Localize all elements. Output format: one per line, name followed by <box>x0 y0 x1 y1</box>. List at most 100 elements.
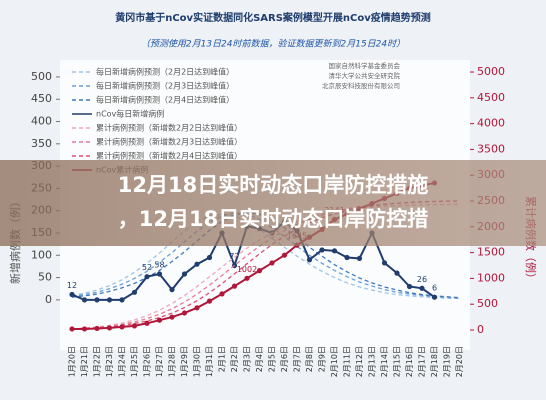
series-line <box>71 200 460 330</box>
overlay-band <box>0 160 546 246</box>
data-point <box>269 260 275 266</box>
data-point <box>69 291 75 298</box>
x-tick-label: 1月20日 <box>68 346 77 377</box>
x-tick-label: 2月6日 <box>280 346 289 372</box>
data-point <box>331 248 338 254</box>
data-point <box>169 314 175 320</box>
data-point <box>194 261 200 267</box>
legend-label: 累计病例预测（新增数2月3日达到峰值） <box>96 137 242 147</box>
y2-tick-label: 4500 <box>477 91 505 104</box>
x-tick-label: 2月9日 <box>318 346 327 372</box>
data-point <box>181 271 188 277</box>
data-point <box>131 289 138 295</box>
data-point <box>394 270 400 276</box>
overlay-line: 12月18日实时动态口岸防控措施 <box>118 173 428 197</box>
data-point <box>181 310 188 316</box>
data-point <box>119 297 125 303</box>
x-tick-label: 2月14日 <box>380 346 389 377</box>
y2-tick-label: 4000 <box>477 117 505 130</box>
data-label: 1002 <box>237 265 257 274</box>
x-tick-label: 1月23日 <box>105 346 114 377</box>
data-point <box>356 255 363 262</box>
legend-label: 每日新增病例预测（2月2日达到峰值） <box>96 67 234 77</box>
x-tick-label: 1月31日 <box>205 346 214 377</box>
y-tick-label: 450 <box>31 92 52 105</box>
data-label: 6 <box>432 284 437 293</box>
x-tick-label: 1月22日 <box>93 346 102 377</box>
data-point <box>131 323 138 329</box>
data-label: 12 <box>67 281 77 290</box>
y-tick-label: 500 <box>31 70 52 83</box>
x-tick-label: 1月26日 <box>143 346 152 377</box>
data-label: 52 <box>142 263 152 272</box>
data-point <box>319 247 325 253</box>
x-tick-label: 1月30日 <box>193 346 202 377</box>
y-tick-label: 400 <box>31 115 52 128</box>
data-point <box>431 294 438 300</box>
data-point <box>244 275 250 281</box>
overlay-line: ，12月18日实时动态口岸防控措 <box>118 207 428 231</box>
y2-tick-label: 1500 <box>477 246 505 259</box>
data-point <box>419 285 425 291</box>
y-tick-label: 50 <box>38 271 52 284</box>
x-tick-label: 2月11日 <box>343 346 352 377</box>
data-point <box>156 317 163 323</box>
x-tick-label: 2月17日 <box>418 346 427 377</box>
source-note: 国家自然科学基金委员会 <box>329 61 401 70</box>
legend-label: 累计病例预测（新增数2月4日达到峰值） <box>96 151 242 161</box>
data-label: 58 <box>154 261 164 270</box>
chart-title: 黄冈市基于nCov实证数据同化SARS案例模型开展nCov疫情趋势预测 <box>115 11 431 24</box>
x-tick-label: 2月12日 <box>355 346 364 377</box>
y2-tick-label: 0 <box>477 323 484 336</box>
y-tick-label: 0 <box>45 293 52 306</box>
x-tick-label: 1月21日 <box>80 346 89 377</box>
data-point <box>206 298 213 304</box>
data-point <box>106 297 113 303</box>
data-point <box>94 297 100 303</box>
x-tick-label: 2月20日 <box>455 346 464 377</box>
x-tick-label: 1月27日 <box>155 346 164 377</box>
data-point <box>81 297 88 303</box>
source-note: 清华大学公共安全研究院 <box>329 71 401 80</box>
x-tick-label: 2月3日 <box>243 346 252 372</box>
data-point <box>306 257 313 263</box>
x-tick-label: 2月2日 <box>230 346 239 372</box>
data-point <box>206 254 213 261</box>
y2-tick-label: 5000 <box>477 65 505 78</box>
x-tick-label: 1月24日 <box>118 346 127 377</box>
x-tick-label: 2月13日 <box>368 346 377 377</box>
data-point <box>69 326 75 332</box>
legend-label: 累计病例预测（新增数2月2日达到峰值） <box>96 123 242 133</box>
data-point <box>144 274 150 280</box>
data-point <box>381 260 388 266</box>
x-tick-label: 2月5日 <box>268 346 277 372</box>
y2-tick-label: 500 <box>477 297 498 310</box>
data-point <box>169 287 175 293</box>
data-point <box>144 320 150 326</box>
series-line <box>71 213 460 300</box>
data-point <box>106 325 113 331</box>
x-tick-label: 2月7日 <box>293 346 302 372</box>
legend-label: nCov每日新增病例 <box>96 109 164 119</box>
y2-tick-label: 3500 <box>477 142 505 155</box>
legend-label: 每日新增病例预测（2月4日达到峰值） <box>96 95 234 105</box>
data-point <box>94 325 100 332</box>
data-point <box>231 283 238 289</box>
x-tick-label: 2月4日 <box>255 346 264 372</box>
data-label: 26 <box>417 275 427 284</box>
x-tick-label: 1月28日 <box>168 346 177 377</box>
x-tick-label: 2月10日 <box>330 346 339 377</box>
data-point <box>81 326 88 332</box>
data-point <box>119 324 125 330</box>
x-tick-label: 2月1日 <box>218 346 227 372</box>
y-tick-label: 100 <box>31 248 52 261</box>
x-tick-label: 2月16日 <box>405 346 414 377</box>
x-tick-label: 2月18日 <box>430 346 439 377</box>
data-point <box>156 271 163 277</box>
data-point <box>281 252 288 258</box>
data-point <box>219 291 225 297</box>
x-tick-label: 1月25日 <box>130 346 139 377</box>
chart-subtitle: （预测使用2月13日24时前数据，验证数据更新到2月15日24时） <box>141 39 405 50</box>
data-point <box>406 283 413 290</box>
